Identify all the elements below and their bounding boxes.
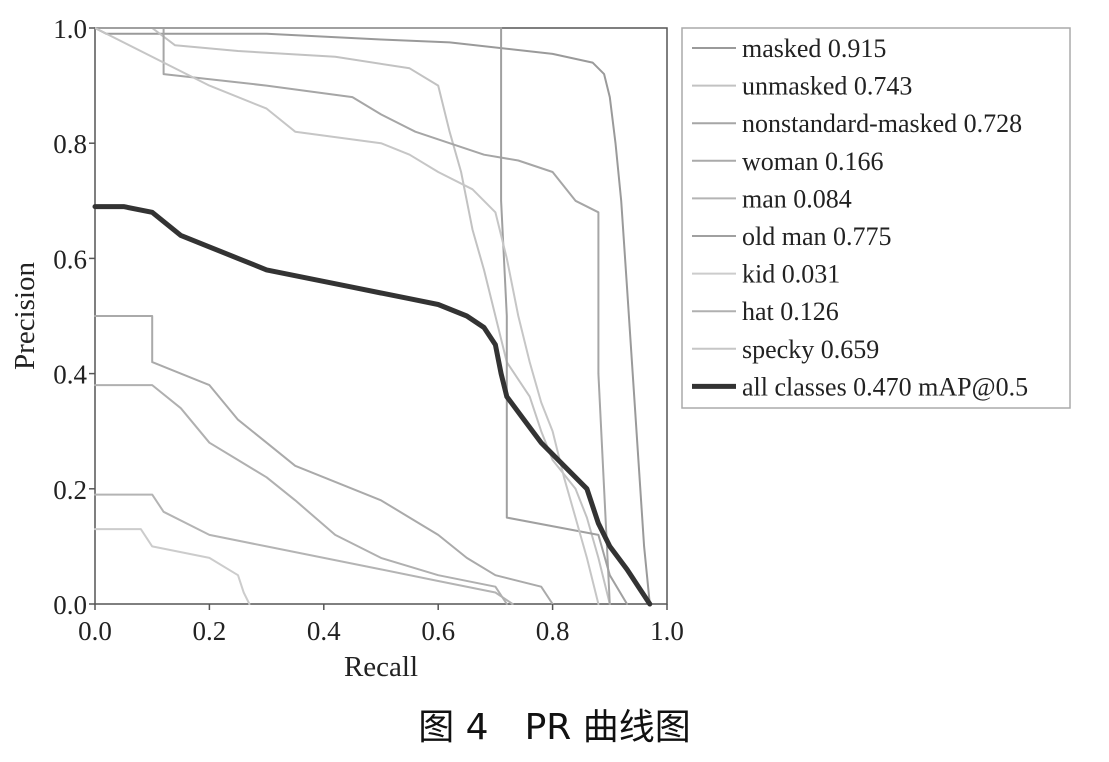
legend-entry: hat 0.126: [742, 297, 839, 326]
legend-entry: kid 0.031: [742, 260, 840, 289]
series-line-old-man: [94, 27, 628, 605]
ticks-layer: 0.0 0.2 0.4 0.6 0.8 1.0 0.0 0.2 0.4 0.6 0.8 1.0: [53, 14, 684, 646]
y-tick-label: 0.8: [53, 129, 87, 159]
series-line-man: [94, 493, 514, 605]
legend-entry: masked 0.915: [742, 34, 886, 63]
legend-entry: man 0.084: [742, 184, 852, 213]
series-line-kid: [94, 528, 251, 605]
series-line-all-classes: [92, 204, 653, 607]
x-tick-label: 0.8: [536, 616, 570, 646]
x-tick-label: 0.4: [307, 616, 341, 646]
figure-caption: 图 4 PR 曲线图: [418, 707, 691, 748]
series-line-masked: [94, 27, 651, 605]
series-line-unmasked: [94, 27, 611, 605]
plot-area: [94, 27, 668, 605]
x-tick-label: 0.0: [78, 616, 112, 646]
legend-entry: nonstandard-masked 0.728: [742, 109, 1022, 138]
series-layer: [92, 27, 653, 607]
y-tick-label: 0.4: [53, 360, 87, 390]
legend-entry: specky 0.659: [742, 335, 879, 364]
x-axis-title: Recall: [344, 651, 418, 683]
y-axis-title: Precision: [9, 262, 41, 370]
series-line-woman: [94, 315, 554, 605]
y-tick-label: 0.0: [53, 590, 87, 620]
series-line-nonstandard-masked: [94, 27, 611, 605]
x-tick-label: 0.2: [193, 616, 227, 646]
pr-curve-chart: 0.0 0.2 0.4 0.6 0.8 1.0 0.0 0.2 0.4 0.6 0.8 1.0 Rec…: [9, 14, 1071, 683]
y-tick-label: 1.0: [53, 14, 87, 44]
legend-entry: old man 0.775: [742, 222, 892, 251]
legend-box: [681, 27, 1071, 409]
legend-layer: masked 0.915 unmasked 0.743 nonstandard-ma…: [692, 34, 1028, 401]
x-tick-label: 0.6: [421, 616, 455, 646]
y-tick-label: 0.6: [53, 244, 87, 274]
x-tick-label: 1.0: [650, 616, 684, 646]
y-tick-label: 0.2: [53, 475, 87, 505]
series-line-specky: [94, 27, 600, 605]
legend-entry: all classes 0.470 mAP@0.5: [742, 372, 1028, 401]
legend-entry: unmasked 0.743: [742, 72, 912, 101]
series-line-hat: [94, 384, 508, 605]
legend-entry: woman 0.166: [742, 147, 884, 176]
